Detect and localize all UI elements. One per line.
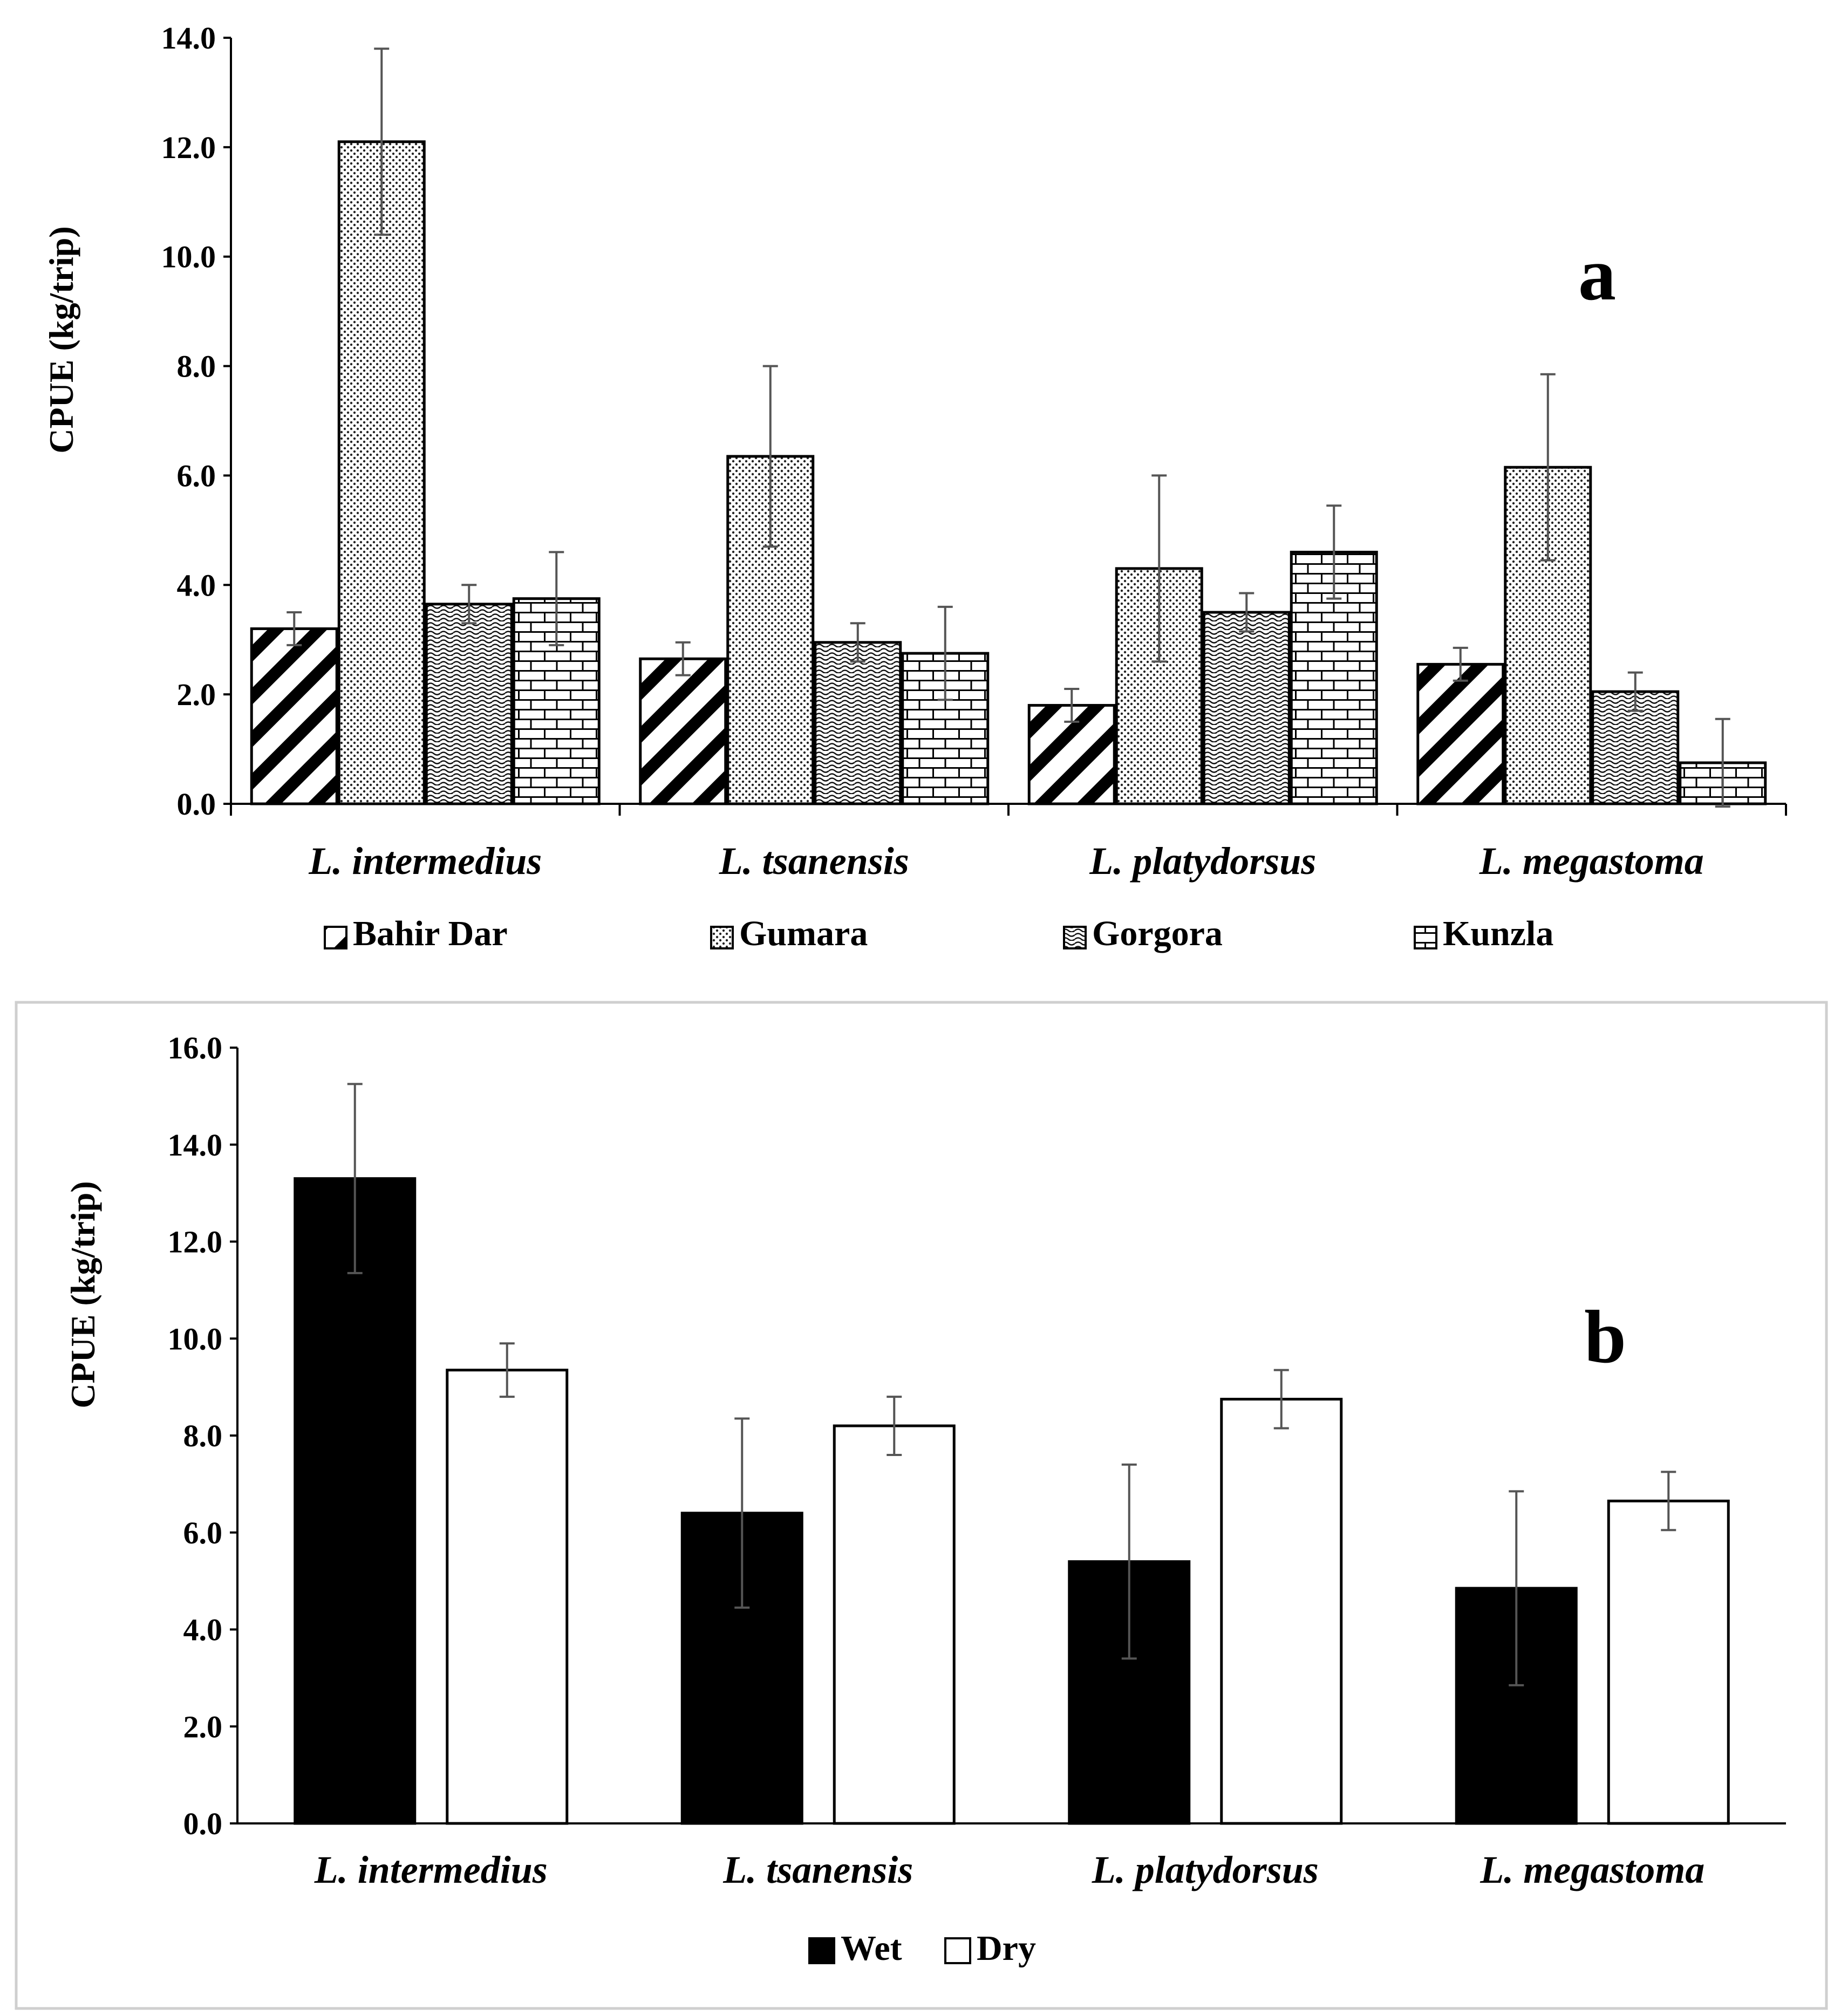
error-bar-group: [287, 47, 1730, 808]
legend-swatch: [324, 926, 347, 949]
bar-dry: [833, 1424, 956, 1825]
legend-label: Gumara: [739, 914, 868, 953]
y-tick-label: 16.0: [168, 1030, 223, 1065]
bar-bahir-dar: [250, 627, 338, 805]
y-tick-label: 6.0: [177, 458, 216, 493]
y-axis-ticks: 0.0 2.0 4.0 6.0 8.0 10.0 12.0 14.0 16.0: [168, 1030, 237, 1841]
y-tick-label: 8.0: [177, 349, 216, 384]
bar-bahir-dar: [639, 657, 727, 805]
panel-label: b: [1584, 1295, 1626, 1379]
y-tick-label: 10.0: [168, 1321, 223, 1356]
bar-dry: [1607, 1499, 1730, 1825]
category-label: L. tsanensis: [719, 839, 909, 883]
y-tick-label: 6.0: [183, 1515, 223, 1550]
y-tick-label: 2.0: [183, 1709, 223, 1744]
y-axis-label: CPUE (kg/trip): [42, 226, 80, 453]
y-tick-label: 4.0: [177, 568, 216, 603]
legend-swatch: [1063, 926, 1087, 949]
y-tick-label: 0.0: [177, 787, 216, 822]
y-tick-label: 4.0: [183, 1612, 223, 1648]
y-tick-label: 8.0: [183, 1418, 223, 1453]
bar-gorgora: [1202, 611, 1291, 805]
category-label: L. tsanensis: [722, 1848, 913, 1891]
legend: Wet Dry: [808, 1929, 1036, 1968]
bar-dry: [1220, 1398, 1343, 1825]
legend-swatch: [808, 1937, 835, 1964]
panel-label: a: [1578, 233, 1616, 316]
y-tick-label: 2.0: [177, 677, 216, 712]
bar-kunzla: [1290, 550, 1378, 805]
bar-gumara: [337, 140, 426, 805]
panel-b-frame: [15, 1001, 1828, 2010]
bar-bahir-dar: [1416, 662, 1505, 805]
category-label: L. intermedius: [314, 1848, 548, 1891]
category-labels: L. intermedius L. tsanensis L. platydorsus…: [308, 839, 1704, 883]
legend: Bahir Dar Gumara Gorgora Kunzla: [324, 914, 1553, 953]
legend-label: Kunzla: [1443, 914, 1553, 953]
bar-wet: [294, 1177, 417, 1825]
bar-gorgora: [814, 641, 902, 805]
legend-label: Bahir Dar: [353, 914, 508, 953]
bar-group: [250, 140, 1767, 805]
panel-b: 0.0 2.0 4.0 6.0 8.0 10.0 12.0 14.0 16.0 L. inter…: [64, 1030, 1786, 1968]
y-axis-ticks: 0.0 2.0 4.0 6.0 8.0 10.0 12.0 14.0: [161, 20, 1787, 822]
y-tick-label: 12.0: [161, 130, 216, 165]
category-label: L. megastoma: [1479, 839, 1704, 883]
y-tick-label: 10.0: [161, 240, 216, 275]
y-tick-label: 14.0: [161, 20, 216, 56]
legend-swatch: [1414, 926, 1437, 949]
bar-dry: [446, 1369, 569, 1825]
error-bar-group: [347, 1083, 1676, 1686]
category-labels: L. intermedius L. tsanensis L. platydorsus…: [314, 1848, 1705, 1891]
legend-label: Gorgora: [1092, 914, 1223, 953]
legend-label: Wet: [841, 1929, 902, 1968]
legend-swatch: [944, 1937, 971, 1964]
bar-group: [294, 1177, 1730, 1825]
category-label: L. platydorsus: [1089, 839, 1316, 883]
y-axis-label: CPUE (kg/trip): [64, 1181, 102, 1408]
category-label: L. intermedius: [308, 839, 542, 883]
category-label: L. megastoma: [1480, 1848, 1705, 1891]
legend-label: Dry: [977, 1929, 1036, 1968]
y-tick-label: 14.0: [168, 1127, 223, 1163]
legend-swatch: [710, 926, 734, 949]
bar-gumara: [1504, 466, 1592, 805]
bar-gorgora: [425, 603, 513, 805]
y-tick-label: 12.0: [168, 1225, 223, 1260]
y-tick-label: 0.0: [183, 1806, 223, 1841]
panel-a: 0.0 2.0 4.0 6.0 8.0 10.0 12.0 14.0 L. intermedi…: [42, 20, 1787, 953]
category-label: L. platydorsus: [1092, 1848, 1319, 1891]
